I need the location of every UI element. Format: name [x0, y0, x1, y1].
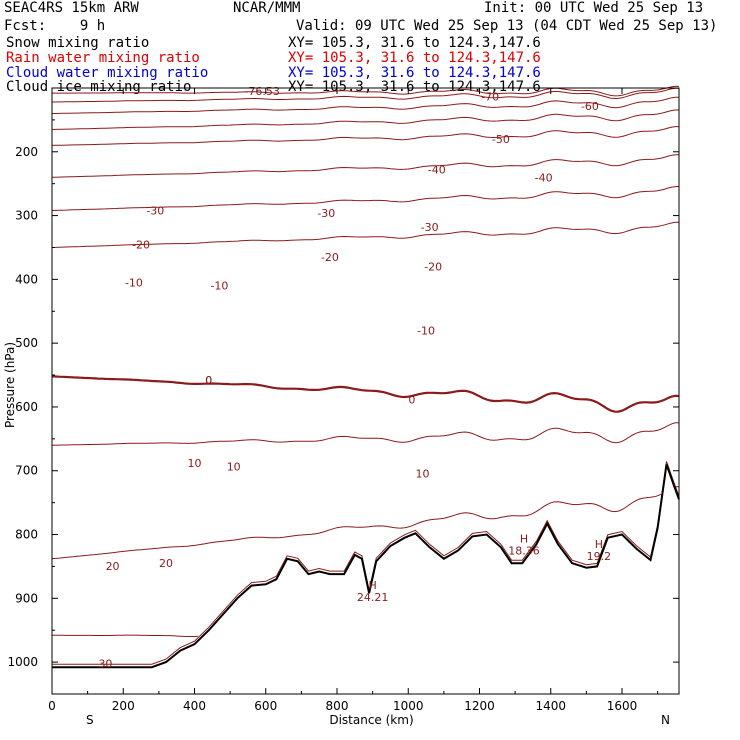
contour-label: -10 — [210, 280, 228, 293]
north-label: N — [661, 713, 670, 727]
contour-label: -10 — [125, 277, 143, 290]
isotherm-minus40 — [51, 126, 679, 146]
y-tick-label: 1000 — [7, 655, 38, 669]
plot-axes: 0 200 400 600 800 1000 1200 1400 160020030040050… — [7, 87, 680, 713]
x-axis-label: Distance (km) — [329, 713, 413, 727]
isotherm-0 — [51, 375, 680, 413]
maximum-marker: H — [368, 579, 376, 592]
y-tick-label: 600 — [15, 400, 38, 414]
isotherm-10 — [51, 422, 679, 446]
isotherm-30 — [52, 634, 199, 637]
terrain-line — [52, 464, 680, 669]
isotherm-minus30 — [51, 154, 680, 178]
contour-label: -50 — [492, 133, 510, 146]
valid-time: Valid: 09 UTC Wed 25 Sep 13 (04 CDT Wed … — [296, 18, 718, 34]
x-tick-label: 800 — [326, 699, 349, 713]
maximum-value: 19.2 — [587, 550, 612, 563]
field-xy-cloud-ice: XY= 105.3, 31.6 to 124.3,147.6 — [288, 79, 541, 95]
contour-label: 30 — [98, 657, 112, 670]
field-label-snow: Snow mixing ratio — [6, 35, 150, 51]
isotherm-20 — [51, 486, 680, 560]
y-tick-label: 800 — [15, 528, 38, 542]
y-tick-label: 500 — [15, 336, 38, 350]
contour-label: -20 — [321, 251, 339, 264]
x-tick-label: 1000 — [393, 699, 424, 713]
contour-label: -20 — [132, 238, 150, 251]
contour-label: 10 — [227, 460, 241, 473]
contour-label: -10 — [417, 324, 435, 337]
field-label-rain: Rain water mixing ratio — [6, 50, 200, 66]
isotherm-minus20 — [51, 186, 680, 211]
model-title: SEAC4RS 15km ARW — [4, 0, 139, 16]
y-tick-label: 300 — [15, 209, 38, 223]
x-tick-label: 1400 — [535, 699, 566, 713]
maximum-value: 24.21 — [357, 591, 389, 604]
x-tick-label: 0 — [48, 699, 56, 713]
south-label: S — [86, 713, 94, 727]
plot-frame — [51, 87, 680, 695]
field-xy-snow: XY= 105.3, 31.6 to 124.3,147.6 — [288, 35, 541, 51]
isotherm-contours — [51, 85, 680, 637]
contour-label: -60 — [581, 100, 599, 113]
contour-label: -40 — [428, 164, 446, 177]
terrain-contour — [52, 461, 680, 665]
maximum-value: 18.36 — [508, 544, 540, 557]
field-label-cloud-ice: Cloud ice mixing ratio — [6, 79, 192, 95]
x-tick-label: 200 — [112, 699, 135, 713]
contour-label: -76.53 — [244, 85, 279, 98]
contour-label: 20 — [159, 557, 173, 570]
contour-label: 10 — [416, 467, 430, 480]
center-title: NCAR/MMM — [233, 0, 301, 16]
contour-label: -40 — [535, 171, 553, 184]
contour-label: -30 — [317, 207, 335, 220]
y-tick-label: 200 — [15, 145, 38, 159]
contour-label: -30 — [146, 204, 164, 217]
contour-labels: -76.53 -70 -60 -50 -40 -40 -30 -30 -30 -20 -20 -20 -… — [98, 85, 611, 670]
forecast-hour: Fcst: 9 h — [4, 18, 106, 34]
contour-label: 0 — [205, 374, 212, 387]
x-tick-label: 1200 — [464, 699, 495, 713]
isotherm-minus70 — [52, 87, 679, 103]
isotherm-minus10 — [51, 221, 680, 248]
contour-label: 0 — [408, 393, 415, 406]
x-tick-label: 600 — [254, 699, 277, 713]
field-label-cloud-water: Cloud water mixing ratio — [6, 65, 209, 81]
init-time: Init: 00 UTC Wed 25 Sep 13 — [484, 0, 704, 16]
isotherm-minus76_53 — [52, 85, 680, 97]
isotherm-minus50 — [51, 109, 679, 130]
x-tick-label: 400 — [183, 699, 206, 713]
contour-label: 10 — [188, 457, 202, 470]
y-tick-label: 900 — [15, 591, 38, 605]
contour-label: -20 — [424, 261, 442, 274]
contour-label: -30 — [421, 221, 439, 234]
contour-label: -70 — [481, 90, 499, 103]
contour-label: 0 — [205, 374, 212, 387]
y-axis-label: Pressure (hPa) — [3, 342, 17, 428]
x-tick-label: 1600 — [607, 699, 638, 713]
isotherm-minus60 — [52, 96, 679, 114]
field-xy-cloud-water: XY= 105.3, 31.6 to 124.3,147.6 — [288, 65, 541, 81]
y-tick-label: 700 — [15, 464, 38, 478]
maximum-marker: H — [595, 538, 603, 551]
maximum-marker: H — [520, 532, 528, 545]
y-tick-label: 400 — [15, 272, 38, 286]
field-xy-rain: XY= 105.3, 31.6 to 124.3,147.6 — [288, 50, 541, 66]
terrain-profile — [52, 461, 680, 669]
contour-label: 20 — [106, 560, 120, 573]
